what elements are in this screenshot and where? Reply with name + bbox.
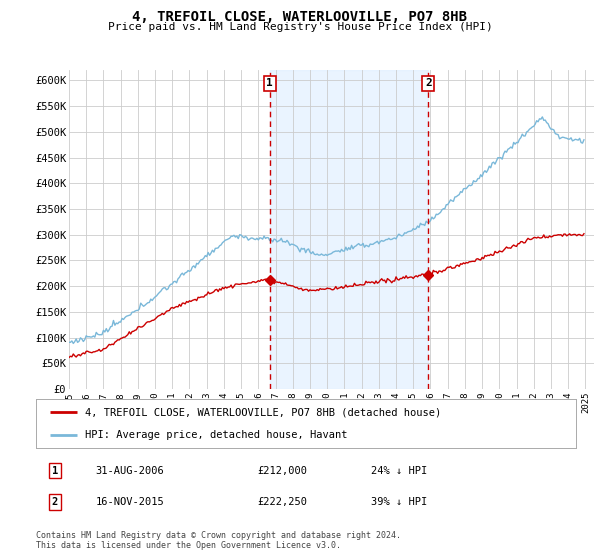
Text: 1: 1 (266, 78, 273, 88)
Text: 2: 2 (52, 497, 58, 507)
Text: 24% ↓ HPI: 24% ↓ HPI (371, 466, 427, 476)
Text: Price paid vs. HM Land Registry's House Price Index (HPI): Price paid vs. HM Land Registry's House … (107, 22, 493, 32)
Text: £222,250: £222,250 (257, 497, 307, 507)
Text: 1: 1 (52, 466, 58, 476)
Text: 4, TREFOIL CLOSE, WATERLOOVILLE, PO7 8HB: 4, TREFOIL CLOSE, WATERLOOVILLE, PO7 8HB (133, 10, 467, 24)
Text: 2: 2 (425, 78, 431, 88)
Text: Contains HM Land Registry data © Crown copyright and database right 2024.: Contains HM Land Registry data © Crown c… (36, 531, 401, 540)
Text: 31-AUG-2006: 31-AUG-2006 (95, 466, 164, 476)
Text: 39% ↓ HPI: 39% ↓ HPI (371, 497, 427, 507)
Text: HPI: Average price, detached house, Havant: HPI: Average price, detached house, Hava… (85, 430, 347, 440)
Text: £212,000: £212,000 (257, 466, 307, 476)
Bar (270, 70, 428, 389)
Text: This data is licensed under the Open Government Licence v3.0.: This data is licensed under the Open Gov… (36, 541, 341, 550)
Text: 16-NOV-2015: 16-NOV-2015 (95, 497, 164, 507)
Text: 4, TREFOIL CLOSE, WATERLOOVILLE, PO7 8HB (detached house): 4, TREFOIL CLOSE, WATERLOOVILLE, PO7 8HB… (85, 407, 441, 417)
